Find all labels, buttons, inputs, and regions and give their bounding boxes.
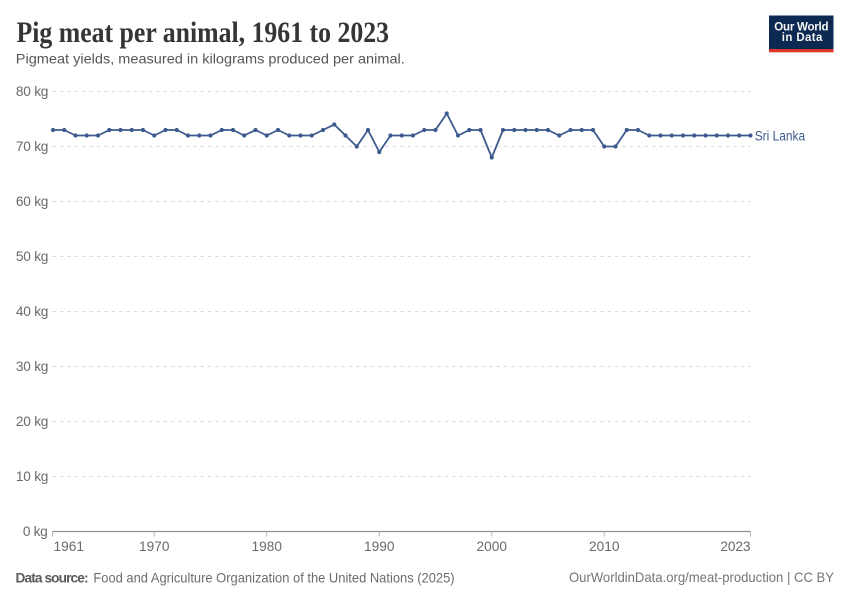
svg-text:in Data: in Data [782, 32, 823, 44]
svg-text:1961: 1961 [54, 539, 84, 554]
svg-text:60 kg: 60 kg [16, 194, 49, 209]
svg-text:0 kg: 0 kg [23, 524, 48, 539]
svg-text:2010: 2010 [589, 539, 620, 554]
svg-text:80 kg: 80 kg [16, 84, 49, 99]
svg-text:1970: 1970 [139, 539, 170, 554]
svg-text:OurWorldinData.org/meat-produc: OurWorldinData.org/meat-production | CC … [569, 570, 834, 585]
svg-text:1980: 1980 [252, 539, 283, 554]
svg-text:40 kg: 40 kg [16, 304, 49, 319]
svg-text:Pig meat per animal, 1961 to 2: Pig meat per animal, 1961 to 2023 [17, 16, 390, 49]
svg-text:Sri Lanka: Sri Lanka [755, 129, 806, 144]
svg-text:20 kg: 20 kg [16, 414, 49, 429]
svg-text:2000: 2000 [477, 539, 508, 554]
svg-text:30 kg: 30 kg [16, 359, 49, 374]
svg-text:2023: 2023 [720, 539, 750, 554]
svg-text:10 kg: 10 kg [16, 469, 49, 484]
svg-text:50 kg: 50 kg [16, 249, 49, 264]
svg-text:Data source:: Data source: [16, 571, 89, 586]
svg-text:Pigmeat yields, measured in ki: Pigmeat yields, measured in kilograms pr… [16, 51, 405, 67]
svg-text:70 kg: 70 kg [16, 139, 49, 154]
svg-text:1990: 1990 [364, 539, 395, 554]
svg-text:Food and Agriculture Organizat: Food and Agriculture Organization of the… [93, 571, 454, 586]
svg-text:Our World: Our World [774, 22, 828, 34]
